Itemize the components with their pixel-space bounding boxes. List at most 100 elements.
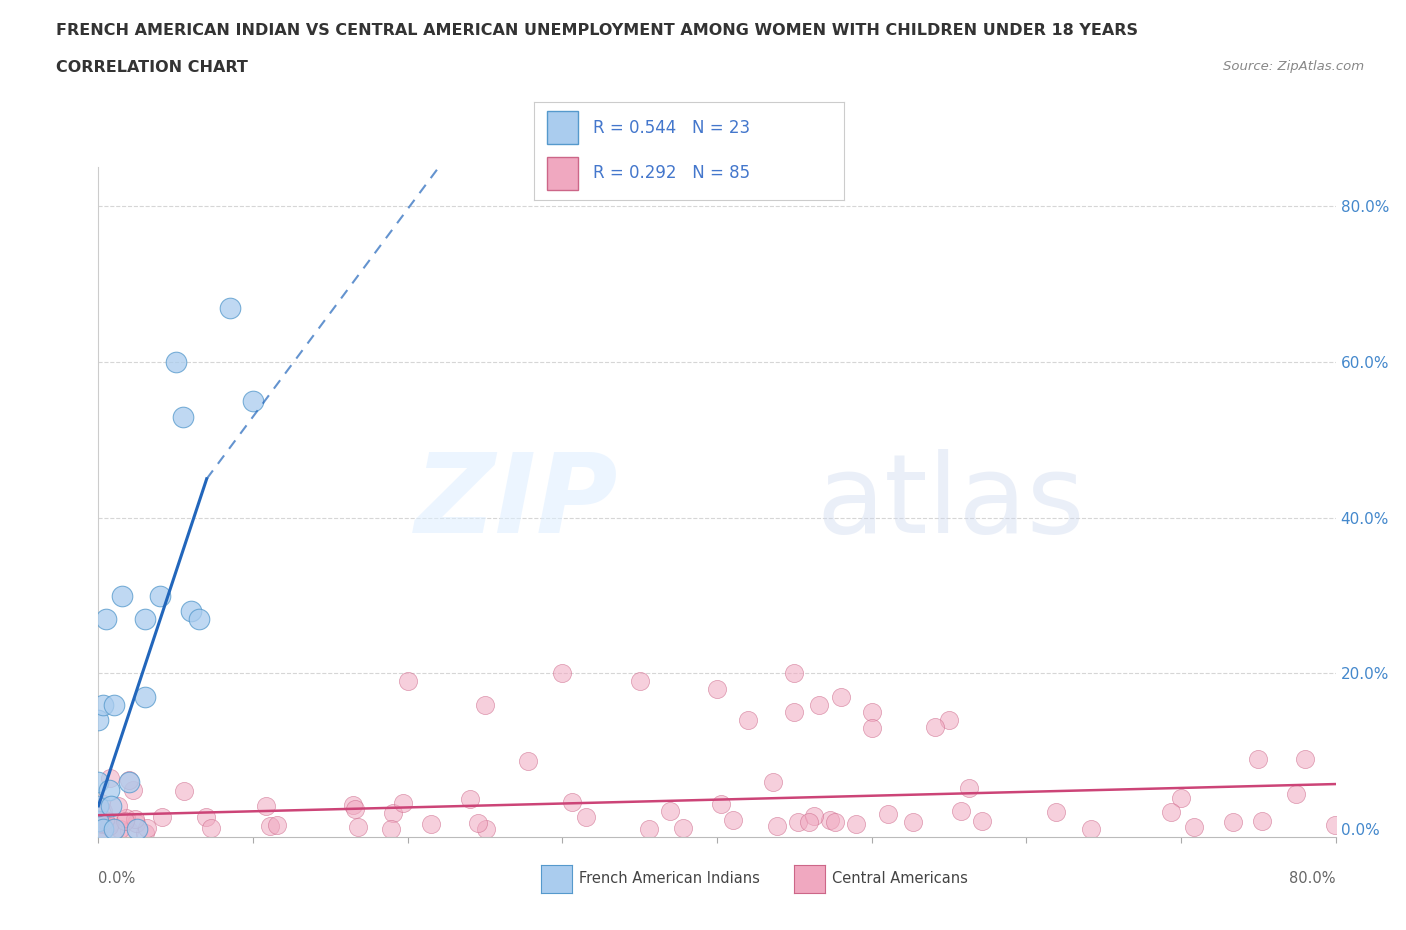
Point (474, 698, 496, 712)
Point (860, 705, 883, 720)
Point (134, 826, 156, 841)
Point (87, 799, 110, 814)
Point (165, 354, 187, 369)
Text: R = 0.292   N = 85: R = 0.292 N = 85 (593, 164, 751, 181)
Point (173, 409, 195, 424)
Point (242, 393, 264, 408)
Point (342, 797, 364, 812)
Point (396, 674, 419, 689)
Point (458, 791, 481, 806)
Point (87, 824, 110, 839)
Point (96, 612, 118, 627)
Point (765, 818, 787, 833)
Point (783, 666, 806, 681)
Point (924, 720, 946, 735)
Point (107, 798, 129, 813)
Point (194, 809, 217, 824)
Point (658, 804, 681, 818)
Text: FRENCH AMERICAN INDIAN VS CENTRAL AMERICAN UNEMPLOYMENT AMONG WOMEN WITH CHILDRE: FRENCH AMERICAN INDIAN VS CENTRAL AMERIC… (56, 23, 1139, 38)
Point (87, 775, 110, 790)
Point (1170, 790, 1192, 805)
Point (127, 822, 149, 837)
Point (124, 816, 146, 830)
Point (91, 804, 114, 818)
Point (380, 821, 402, 836)
Point (1222, 814, 1244, 829)
Text: ZIP: ZIP (415, 448, 619, 556)
Point (420, 817, 443, 831)
Point (787, 815, 810, 830)
Point (188, 612, 211, 627)
Point (1182, 819, 1205, 834)
Text: R = 0.544   N = 23: R = 0.544 N = 23 (593, 119, 751, 137)
Point (575, 809, 598, 824)
Point (628, 674, 651, 689)
Point (761, 775, 783, 790)
Text: Central Americans: Central Americans (832, 871, 969, 886)
Point (91, 816, 114, 830)
Point (970, 813, 993, 828)
Point (706, 682, 728, 697)
Point (114, 813, 136, 828)
Text: CORRELATION CHART: CORRELATION CHART (56, 60, 247, 75)
Point (949, 804, 972, 818)
Point (122, 782, 145, 797)
Point (957, 780, 980, 795)
Point (876, 806, 898, 821)
Point (1285, 787, 1308, 802)
Point (475, 821, 498, 836)
Point (180, 604, 202, 618)
Point (90, 796, 112, 811)
Text: atlas: atlas (815, 448, 1084, 556)
Point (830, 689, 852, 704)
Point (467, 816, 489, 830)
Point (98, 771, 121, 786)
Point (134, 689, 156, 704)
Point (136, 820, 159, 835)
Point (672, 820, 695, 835)
Point (382, 805, 405, 820)
Point (94, 812, 117, 827)
Point (87, 712, 110, 727)
FancyBboxPatch shape (547, 111, 578, 144)
Point (1247, 751, 1270, 766)
Point (799, 815, 821, 830)
Point (737, 712, 759, 727)
Point (103, 825, 125, 840)
Point (517, 753, 540, 768)
Point (1045, 805, 1067, 820)
Point (91, 698, 114, 712)
Point (118, 775, 141, 790)
Point (860, 721, 883, 736)
Point (1250, 813, 1272, 828)
Point (347, 819, 370, 834)
Point (87, 826, 110, 841)
Text: Source: ZipAtlas.com: Source: ZipAtlas.com (1223, 60, 1364, 73)
Point (91, 822, 114, 837)
Point (808, 698, 831, 712)
Point (149, 588, 172, 603)
Point (266, 817, 288, 832)
Point (100, 816, 122, 830)
Text: 0.0%: 0.0% (98, 871, 135, 886)
Point (551, 666, 574, 681)
Point (254, 798, 277, 813)
Point (845, 817, 868, 831)
Point (259, 818, 281, 833)
Point (108, 821, 131, 836)
Point (111, 588, 134, 603)
Point (134, 612, 156, 627)
Point (710, 797, 733, 812)
Text: 80.0%: 80.0% (1289, 871, 1336, 886)
Point (117, 773, 139, 788)
Text: French American Indians: French American Indians (579, 871, 761, 886)
Point (115, 811, 138, 826)
Point (219, 300, 242, 315)
Point (90, 817, 112, 831)
FancyBboxPatch shape (547, 157, 578, 191)
Point (723, 812, 745, 827)
Point (344, 802, 367, 817)
Point (87, 814, 110, 829)
Point (638, 821, 661, 836)
Point (103, 822, 125, 837)
